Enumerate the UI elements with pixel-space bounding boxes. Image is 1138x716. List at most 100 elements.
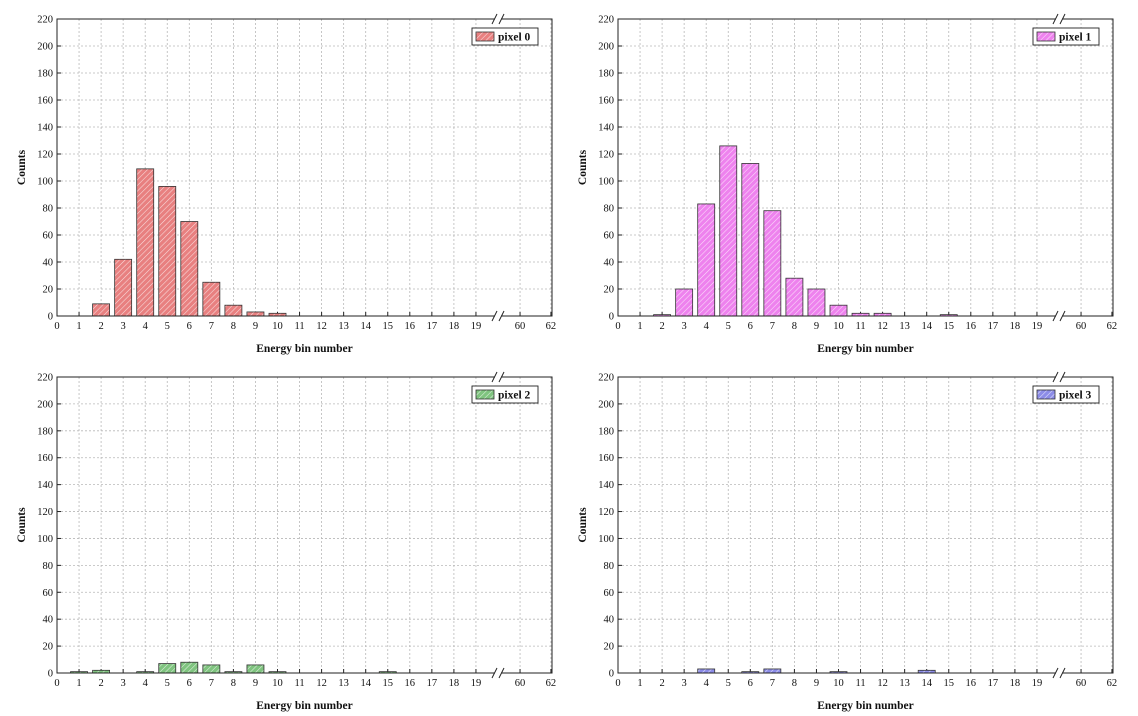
x-tick-label: 10 [833, 678, 844, 689]
x-tick-label: 8 [231, 678, 236, 689]
y-tick-label: 20 [43, 285, 54, 296]
x-tick-label: 10 [272, 321, 283, 332]
x-tick-label: 62 [1107, 678, 1118, 689]
axis-break-gap [1056, 374, 1062, 380]
x-tick-label: 5 [726, 321, 731, 332]
y-tick-label: 220 [598, 373, 614, 384]
y-tick-label: 180 [37, 69, 53, 80]
axis-break-gap [495, 313, 501, 319]
x-tick-label: 1 [637, 321, 642, 332]
x-tick-label: 16 [966, 321, 977, 332]
x-tick-label: 8 [792, 678, 797, 689]
y-tick-label: 140 [37, 123, 53, 134]
bar [180, 221, 199, 317]
bar [246, 311, 265, 317]
x-tick-label: 15 [944, 321, 955, 332]
x-tick-label: 0 [615, 678, 620, 689]
axis-break-gap [1056, 670, 1062, 676]
axis-break-gap [495, 374, 501, 380]
x-tick-label: 16 [966, 678, 977, 689]
x-tick-label: 1 [76, 678, 81, 689]
bar [180, 661, 199, 674]
x-tick-label: 2 [98, 321, 103, 332]
x-tick-label: 11 [294, 321, 304, 332]
axis-break-mark [498, 310, 505, 322]
x-tick-label: 60 [515, 678, 526, 689]
bar [719, 145, 738, 317]
x-tick-label: 14 [921, 678, 932, 689]
x-tick-label: 3 [682, 678, 687, 689]
axis-break-mark [498, 13, 505, 25]
x-tick-label: 17 [988, 321, 999, 332]
y-tick-label: 160 [37, 96, 53, 107]
x-tick-label: 0 [615, 321, 620, 332]
bar [785, 277, 804, 317]
y-tick-label: 100 [598, 534, 614, 545]
x-tick-label: 13 [338, 678, 349, 689]
bar [741, 163, 760, 317]
y-tick-label: 20 [604, 642, 615, 653]
x-tick-label: 62 [546, 321, 557, 332]
legend-label: pixel 3 [1059, 390, 1092, 402]
y-tick-label: 100 [37, 177, 53, 188]
x-tick-label: 17 [427, 678, 438, 689]
y-axis-title: Counts [577, 507, 589, 543]
y-tick-label: 0 [609, 312, 614, 323]
y-tick-label: 100 [37, 534, 53, 545]
y-tick-label: 60 [43, 588, 54, 599]
y-tick-label: 80 [43, 204, 54, 215]
plot-frame [617, 18, 1114, 317]
y-tick-label: 200 [37, 399, 53, 410]
y-tick-label: 180 [37, 426, 53, 437]
bar [697, 203, 716, 317]
x-tick-label: 9 [253, 321, 258, 332]
x-tick-label: 13 [899, 678, 910, 689]
y-tick-label: 80 [604, 204, 615, 215]
axis-break-mark [1059, 310, 1066, 322]
axis-break-gap [1056, 16, 1062, 22]
bar [829, 304, 848, 317]
x-tick-label: 11 [855, 321, 865, 332]
x-tick-label: 2 [659, 321, 664, 332]
axis-break-mark [1059, 371, 1066, 383]
x-tick-label: 12 [316, 678, 327, 689]
y-tick-label: 140 [37, 480, 53, 491]
legend-swatch [475, 389, 495, 400]
bar [202, 281, 221, 317]
x-tick-label: 60 [1076, 678, 1087, 689]
y-tick-label: 20 [43, 642, 54, 653]
axis-break-gap [495, 16, 501, 22]
axis-break-mark [1059, 13, 1066, 25]
axis-break-mark [1052, 667, 1059, 679]
x-tick-label: 16 [405, 678, 416, 689]
bar [202, 664, 221, 674]
axis-break-mark [498, 667, 505, 679]
plot-frame [617, 376, 1114, 674]
y-tick-label: 120 [37, 150, 53, 161]
y-tick-label: 180 [598, 69, 614, 80]
y-tick-label: 160 [37, 453, 53, 464]
plot-area [618, 377, 1113, 673]
y-tick-label: 60 [604, 588, 615, 599]
y-tick-label: 200 [598, 42, 614, 53]
legend-swatch [1036, 31, 1056, 42]
x-tick-label: 62 [546, 678, 557, 689]
x-tick-label: 1 [637, 678, 642, 689]
x-tick-label: 6 [748, 321, 753, 332]
x-tick-label: 18 [449, 321, 460, 332]
y-tick-label: 60 [43, 231, 54, 242]
x-tick-label: 9 [253, 678, 258, 689]
x-tick-label: 8 [792, 321, 797, 332]
y-tick-label: 100 [598, 177, 614, 188]
x-axis-title: Energy bin number [817, 700, 914, 712]
axis-break-mark [491, 371, 498, 383]
y-tick-label: 0 [48, 312, 53, 323]
x-tick-label: 14 [360, 321, 371, 332]
y-tick-label: 40 [604, 258, 615, 269]
bar [675, 288, 694, 317]
bar [92, 303, 110, 317]
bar [158, 663, 177, 674]
